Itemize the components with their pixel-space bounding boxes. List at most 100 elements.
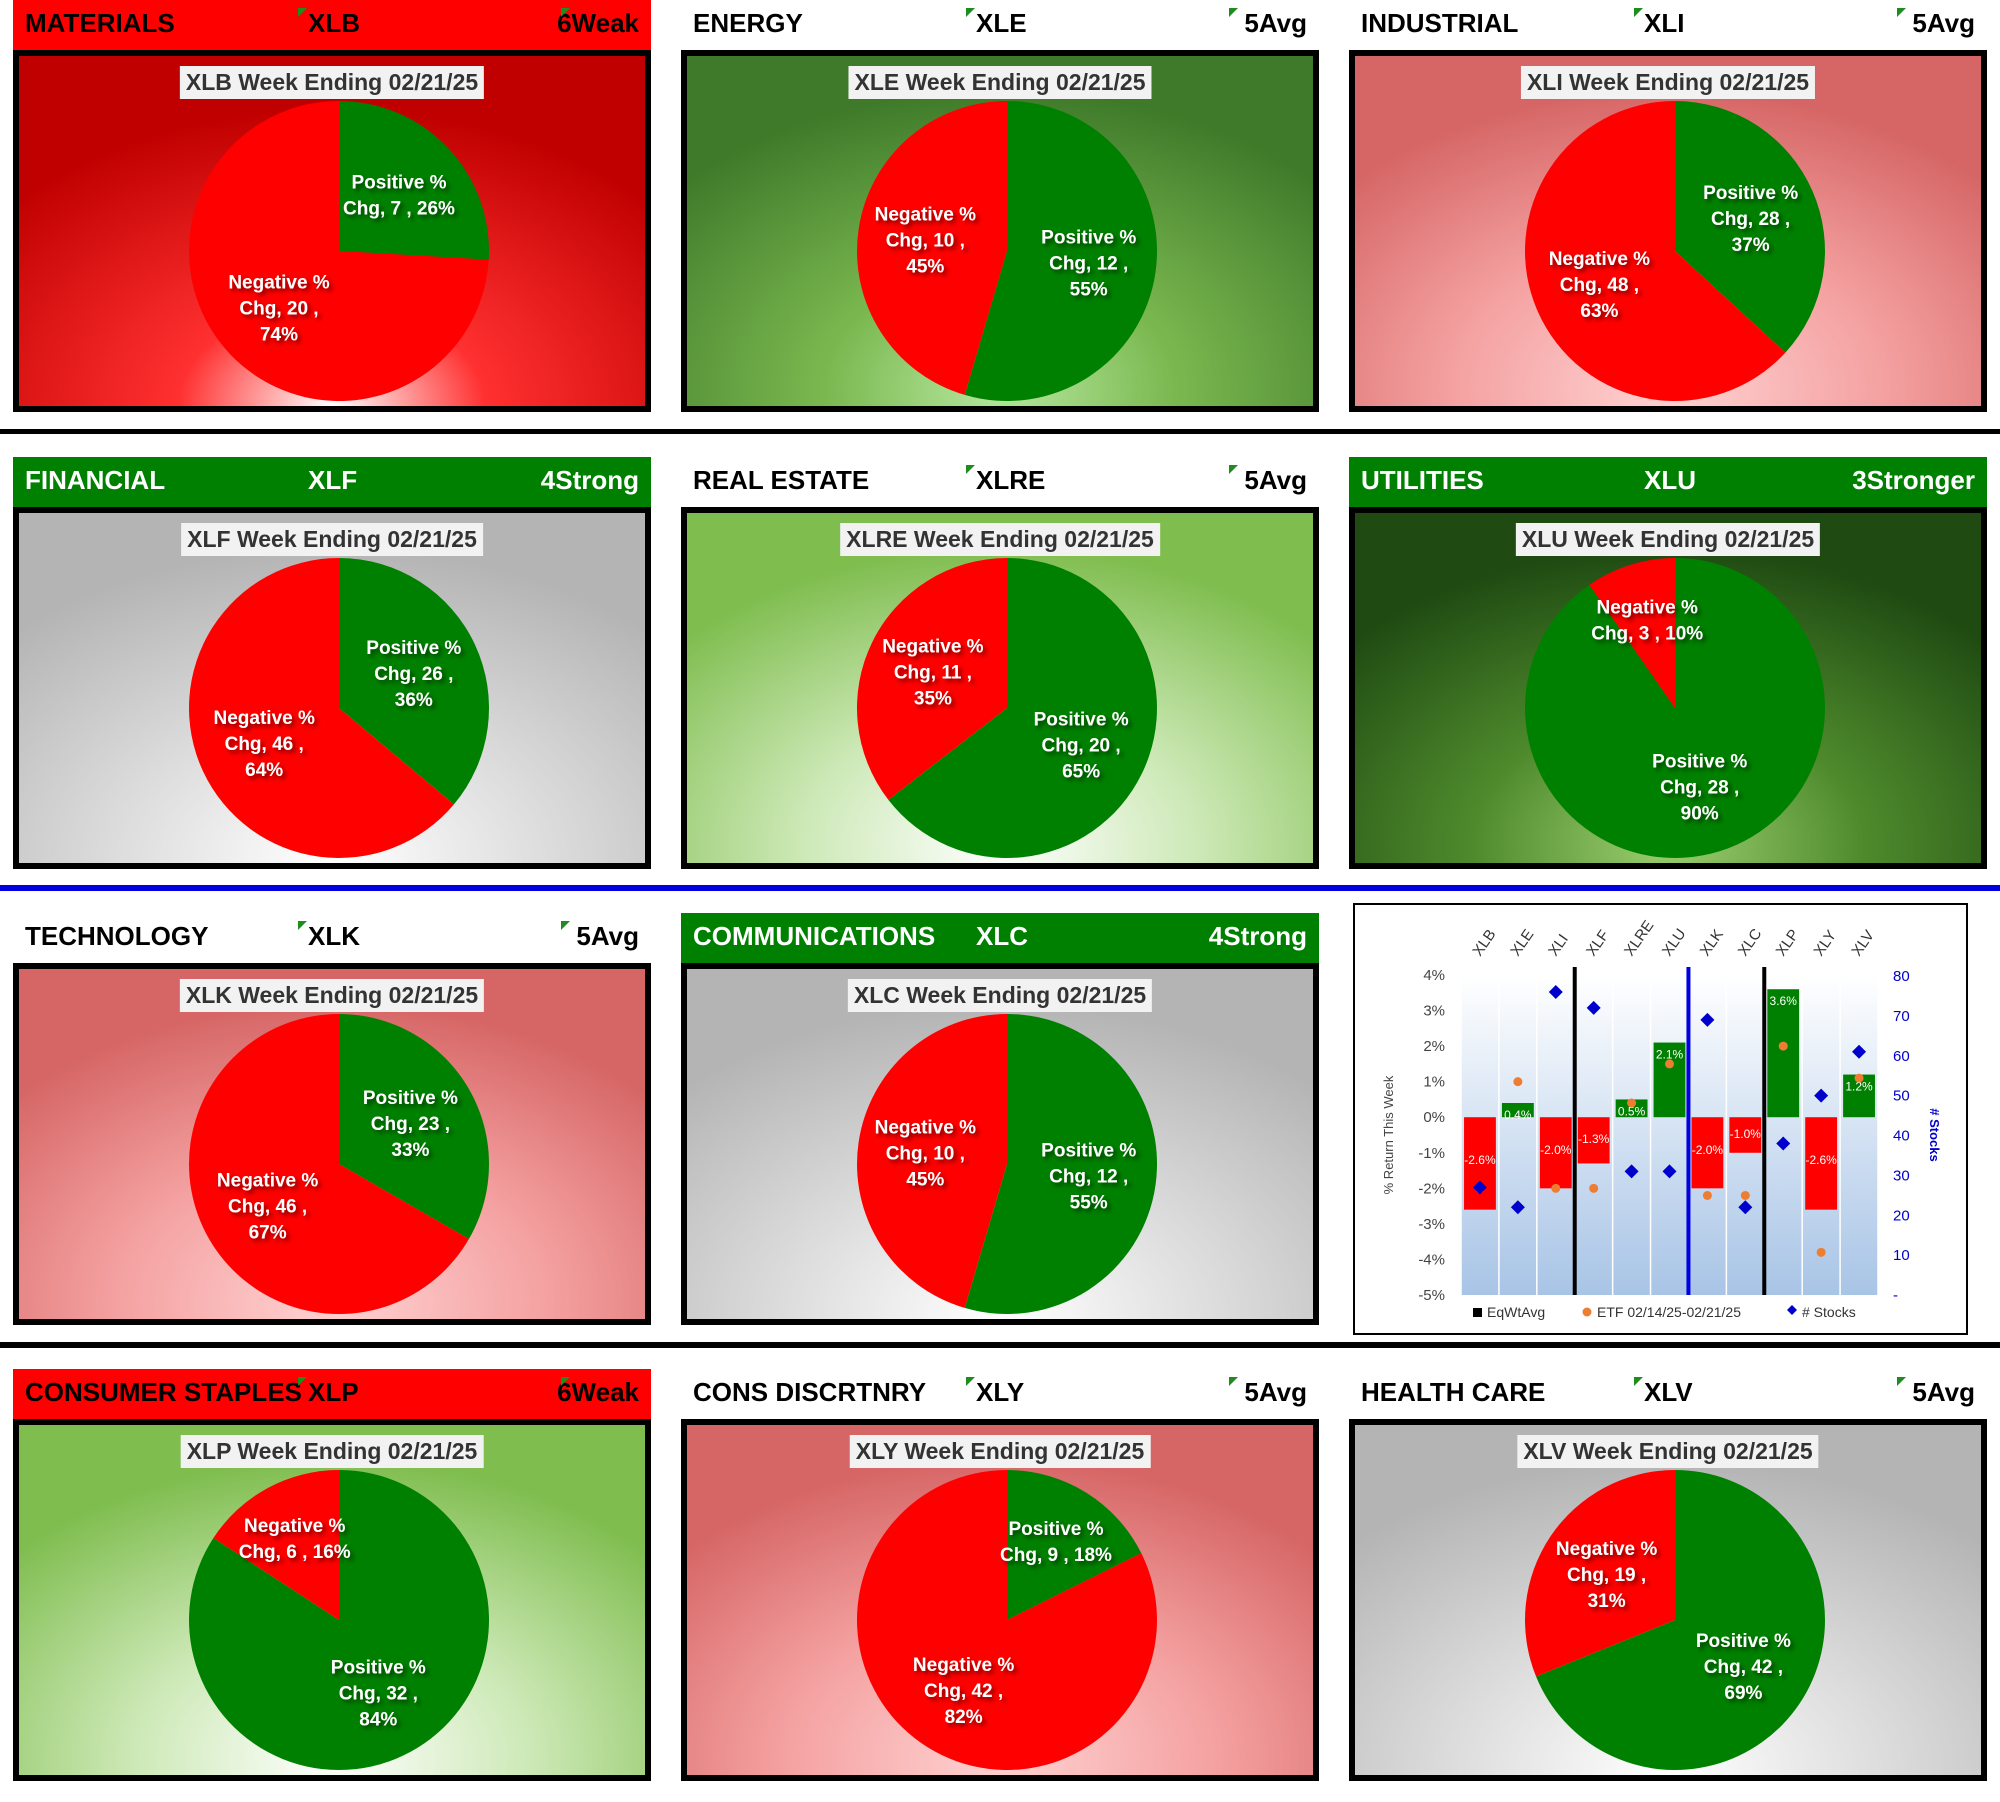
pie-label-line: Chg, 12 ,: [1049, 1167, 1128, 1188]
y-tick-label: 4%: [1423, 967, 1445, 984]
sector-name: TECHNOLOGY: [25, 921, 209, 951]
pie-slice-positive: [964, 1014, 1158, 1314]
bar-data-label: -1.3%: [1578, 1132, 1610, 1146]
pie-label-line: Chg, 42 ,: [924, 1681, 1003, 1702]
sector-name: INDUSTRIAL: [1361, 8, 1519, 38]
sector-header: CONSUMER STAPLES XLP 6Weak: [13, 1369, 651, 1419]
pie-label-line: Chg, 48 ,: [1560, 275, 1639, 296]
pie-chart-area: Positive % Chg, 12 , 55% Negative % Chg, 10 …: [681, 963, 1319, 1325]
pie-label-line: Positive %: [366, 638, 461, 659]
pie-chart-xlc: Positive % Chg, 12 , 55% Negative % Chg, 10 …: [857, 1014, 1158, 1314]
sector-panel-xlp: CONSUMER STAPLES XLP 6Weak Positive % Chg, 3…: [13, 1369, 651, 1781]
pie-label-line: Chg, 7 , 26%: [343, 198, 455, 219]
row-separator-1: [0, 429, 2000, 434]
pie-label-line: Chg, 10 ,: [886, 1143, 965, 1164]
positive-data-label: Positive % Chg, 12 , 55%: [1041, 1141, 1136, 1214]
pie-slice-negative: [857, 1014, 1007, 1308]
sector-ticker: XLF: [308, 465, 358, 495]
pie-label-line: Positive %: [1703, 183, 1798, 204]
sector-header: REAL ESTATE XLRE 5Avg: [681, 457, 1319, 507]
cell-comment-marker: [298, 1377, 307, 1386]
pie-label-line: Chg, 3 , 10%: [1591, 623, 1703, 644]
legend-label-stocks: # Stocks: [1802, 1304, 1856, 1320]
pie-chart-title: XLF Week Ending 02/21/25: [181, 523, 483, 556]
cell-comment-marker: [1634, 8, 1643, 17]
y-tick-label: 0%: [1423, 1109, 1445, 1126]
stock-count-diamond: [1624, 1164, 1639, 1179]
pie-label-line: Positive %: [1041, 1141, 1136, 1162]
cell-comment-marker: [966, 8, 975, 17]
pie-label-line: 31%: [1588, 1591, 1626, 1612]
sector-panel-xlc: COMMUNICATIONS XLC 4Strong Positive % Chg, 1…: [681, 913, 1319, 1325]
bar-eqwtavg: [1539, 1117, 1572, 1189]
cell-comment-marker: [1229, 465, 1238, 474]
sector-panel-xlk: TECHNOLOGY XLK 5Avg Positive % Chg, 23 , 33% N…: [13, 913, 651, 1325]
y2-tick-label: 20: [1893, 1207, 1910, 1224]
pie-label-line: Positive %: [1008, 1519, 1103, 1540]
pie-chart-title: XLU Week Ending 02/21/25: [1515, 523, 1821, 556]
pie-label-line: Chg, 42 ,: [1704, 1657, 1783, 1678]
y-tick-label: -4%: [1418, 1251, 1445, 1268]
legend-swatch-eqwtavg: [1473, 1308, 1482, 1317]
sector-name: REAL ESTATE: [693, 465, 870, 495]
pie-slice-negative: [1589, 558, 1675, 708]
y-tick-label: 3%: [1423, 1003, 1445, 1020]
pie-label-line: 55%: [1070, 1193, 1108, 1214]
stock-count-diamond: [1738, 1200, 1753, 1215]
sector-name: COMMUNICATIONS: [693, 921, 936, 951]
bar-data-label: 0.5%: [1618, 1104, 1646, 1118]
sector-header: INDUSTRIAL XLI 5Avg: [1349, 0, 1987, 50]
pie-chart-xlb: Positive % Chg, 7 , 26% Negative % Chg, 20 …: [189, 101, 490, 401]
pie-chart-area: Positive % Chg, 42 , 69% Negative % Chg, 19 …: [1349, 1419, 1987, 1781]
bar-data-label: 1.2%: [1845, 1080, 1873, 1094]
y-tick-label: 2%: [1423, 1038, 1445, 1055]
pie-slice-negative: [189, 558, 454, 858]
legend-swatch-etf: [1582, 1307, 1592, 1317]
pie-label-line: Positive %: [351, 172, 446, 193]
positive-data-label: Positive % Chg, 12 , 55%: [1041, 228, 1136, 301]
sector-name: CONS DISCRTNRY: [693, 1377, 927, 1407]
pie-chart-xlf: Positive % Chg, 26 , 36% Negative % Chg, 46 …: [189, 558, 490, 858]
sector-panel-xly: CONS DISCRTNRY XLY 5Avg Positive % Chg, 9 , …: [681, 1369, 1319, 1781]
pie-label-line: 74%: [260, 325, 298, 346]
pie-slice-positive: [964, 101, 1158, 401]
sector-ticker: XLE: [976, 8, 1027, 38]
pie-slice-positive: [339, 1014, 489, 1239]
sector-ticker: XLP: [308, 1377, 359, 1407]
pie-label-line: 82%: [945, 1707, 983, 1728]
etf-return-dot: [1740, 1190, 1750, 1200]
pie-chart-title: XLV Week Ending 02/21/25: [1517, 1435, 1819, 1468]
pie-label-line: Positive %: [1652, 752, 1747, 773]
etf-return-dot: [1627, 1098, 1637, 1108]
negative-data-label: Negative % Chg, 10 , 45%: [875, 1117, 976, 1190]
stock-count-diamond: [1472, 1180, 1487, 1195]
stock-count-diamond: [1548, 984, 1563, 999]
sector-name: ENERGY: [693, 8, 803, 38]
x-tick-label: XLV: [1848, 927, 1878, 959]
bar-data-label: -2.0%: [1692, 1143, 1724, 1157]
negative-data-label: Negative % Chg, 20 , 74%: [228, 273, 329, 346]
pie-slice-positive: [1007, 1470, 1142, 1620]
pie-chart-title: XLRE Week Ending 02/21/25: [840, 523, 1160, 556]
etf-return-dot: [1589, 1183, 1599, 1193]
pie-chart-title: XLC Week Ending 02/21/25: [847, 979, 1153, 1012]
bar-data-label: 2.1%: [1656, 1048, 1684, 1062]
sector-panel-xli: INDUSTRIAL XLI 5Avg Positive % Chg, 28 , 37% N…: [1349, 0, 1987, 412]
sector-panel-xlb: MATERIALS XLB 6Weak Positive % Chg, 7 , 26% N…: [13, 0, 651, 412]
sector-panel-xlf: FINANCIAL XLF 4Strong Positive % Chg, 26 , 36…: [13, 457, 651, 869]
sector-header: HEALTH CARE XLV 5Avg: [1349, 1369, 1987, 1419]
x-tick-label: XLK: [1697, 926, 1727, 959]
pie-label-line: 37%: [1732, 235, 1770, 256]
pie-slice-positive: [189, 1470, 490, 1770]
pie-label-line: 69%: [1724, 1683, 1762, 1704]
etf-return-dot: [1854, 1073, 1864, 1083]
sector-ticker: XLY: [976, 1377, 1025, 1407]
x-tick-label: XLRE: [1621, 917, 1657, 959]
etf-return-dot: [1513, 1077, 1523, 1087]
pie-label-line: Chg, 6 , 16%: [239, 1542, 351, 1563]
pie-label-line: Negative %: [244, 1516, 345, 1537]
pie-label-line: 67%: [249, 1222, 287, 1243]
negative-data-label: Negative % Chg, 11 , 35%: [882, 637, 983, 710]
positive-data-label: Positive % Chg, 28 , 37%: [1703, 183, 1798, 256]
pie-label-line: Positive %: [1034, 709, 1129, 730]
